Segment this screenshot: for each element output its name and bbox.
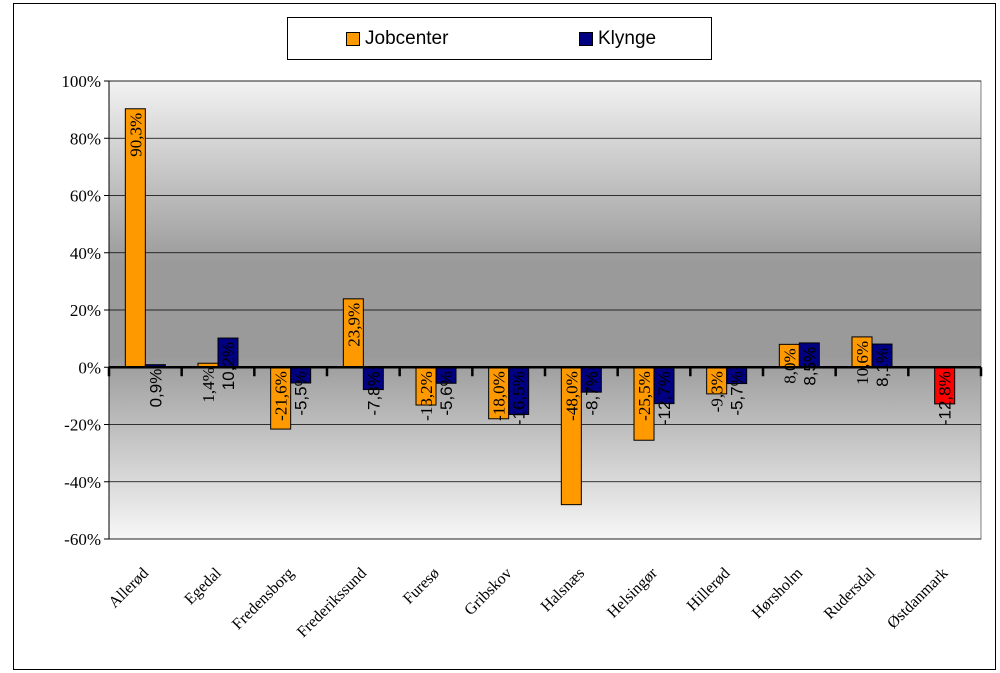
data-label-klynge: -16,5%	[510, 371, 529, 425]
y-tick-label: 0%	[78, 358, 101, 377]
data-label-jobcenter: 1,4%	[199, 367, 218, 402]
zero-axis	[107, 366, 983, 377]
data-label-klynge: 10,2%	[219, 342, 238, 390]
y-tick-label: -40%	[64, 473, 101, 492]
data-label-jobcenter: 23,9%	[344, 303, 363, 347]
data-label-jobcenter: 10,6%	[853, 341, 872, 385]
x-tick-label: Frederikssund	[294, 565, 370, 641]
legend-swatch-jobcenter	[346, 32, 360, 46]
x-tick-label: Hørsholm	[749, 564, 807, 622]
y-tick-label: 20%	[70, 301, 101, 320]
data-label-jobcenter: 90,3%	[126, 113, 145, 157]
gridlines	[109, 80, 981, 540]
legend: Jobcenter Klynge	[287, 17, 712, 60]
y-tick-label: 60%	[70, 187, 101, 206]
x-tick-label: Rudersdal	[821, 564, 879, 622]
data-label-jobcenter: -21,6%	[272, 371, 291, 421]
y-tick-label: -20%	[64, 416, 101, 435]
data-label-jobcenter: -9,3%	[708, 371, 727, 412]
y-axis: 100% 80% 60% 40% 20% 0% -20% -40% -60%	[61, 72, 110, 549]
data-label-jobcenter: -48,0%	[562, 371, 581, 421]
legend-label-jobcenter: Jobcenter	[365, 28, 449, 49]
y-tick-label: 80%	[70, 129, 101, 148]
x-tick-label: Hillerød	[684, 565, 734, 615]
legend-label-klynge: Klynge	[598, 28, 657, 49]
x-tick-label: Halsnæs	[538, 565, 588, 615]
x-tick-label: Fredensborg	[229, 565, 297, 633]
x-tick-label: Furesø	[400, 565, 443, 608]
x-tick-label: Gribskov	[461, 565, 515, 619]
data-label-klynge: -5,6%	[437, 371, 456, 415]
x-tick-label: Allerød	[106, 565, 153, 612]
data-label-klynge: -7,8%	[364, 371, 383, 415]
bars	[124, 108, 956, 506]
legend-swatch-klynge	[579, 32, 593, 46]
y-tick-label: -60%	[64, 530, 101, 549]
data-label-klynge: -12,7%	[655, 371, 674, 425]
data-label-klynge: -5,7%	[728, 371, 747, 415]
data-label-jobcenter: -25,5%	[635, 371, 654, 421]
data-label-jobcenter: 8,0%	[780, 348, 799, 383]
legend-item-klynge: Klynge	[579, 28, 656, 50]
x-tick-label: Østdanmark	[884, 565, 951, 632]
x-tick-label: Helsingør	[604, 564, 661, 621]
data-label-klynge: 8,1%	[873, 348, 892, 387]
data-label-jobcenter: -18,0%	[490, 371, 509, 421]
data-label-klynge: -12,8%	[936, 371, 955, 425]
data-label-klynge: 0,9%	[146, 369, 165, 408]
y-tick-label: 100%	[61, 72, 101, 91]
x-tick-label: Egedal	[181, 564, 225, 608]
data-label-klynge: -5,5%	[292, 371, 311, 415]
data-labels: 90,3% 0,9% 1,4% 10,2% -21,6% -5,5% 23,9% -7,8% -…	[126, 113, 954, 425]
legend-item-jobcenter: Jobcenter	[346, 28, 448, 50]
data-label-klynge: -8,7%	[582, 371, 601, 415]
y-tick-label: 40%	[70, 244, 101, 263]
data-label-jobcenter: -13,2%	[417, 371, 436, 421]
data-label-klynge: 8,5%	[800, 347, 819, 386]
